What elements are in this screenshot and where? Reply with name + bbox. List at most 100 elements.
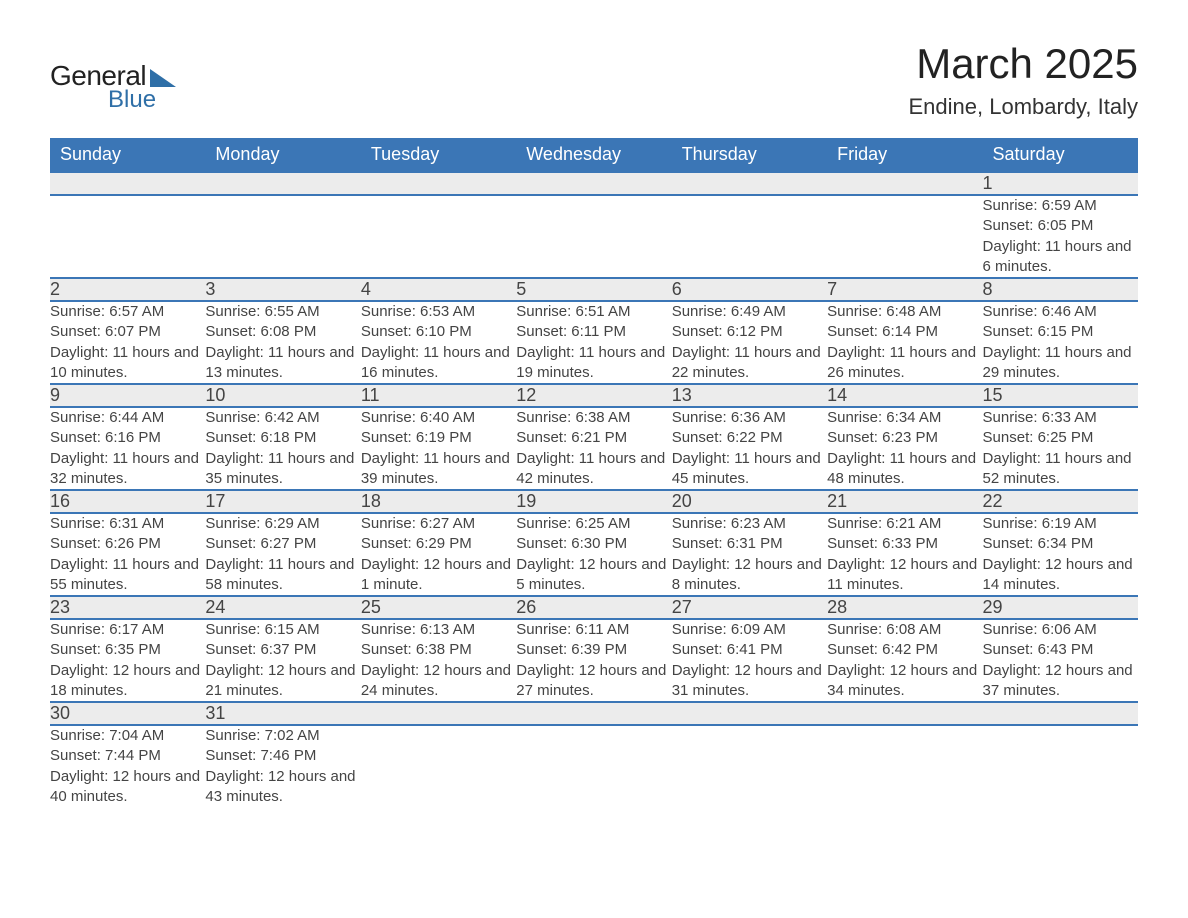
week-number-row: 2345678 [50, 278, 1138, 301]
sunset-text: Sunset: 6:15 PM [983, 322, 1138, 342]
sunset-text: Sunset: 6:21 PM [516, 428, 671, 448]
sunset-text: Sunset: 6:42 PM [827, 640, 982, 660]
empty-cell [827, 725, 982, 807]
daylight-text: Daylight: 11 hours and 32 minutes. [50, 449, 205, 490]
daylight-text: Daylight: 12 hours and 43 minutes. [205, 767, 360, 808]
sunset-text: Sunset: 6:05 PM [983, 216, 1138, 236]
dow-header: Friday [827, 138, 982, 172]
sunrise-text: Sunrise: 6:48 AM [827, 302, 982, 322]
daylight-text: Daylight: 12 hours and 24 minutes. [361, 661, 516, 702]
day-details: Sunrise: 6:29 AMSunset: 6:27 PMDaylight:… [205, 513, 360, 596]
day-number: 18 [361, 490, 516, 513]
day-number: 12 [516, 384, 671, 407]
sunset-text: Sunset: 6:30 PM [516, 534, 671, 554]
sunset-text: Sunset: 6:34 PM [983, 534, 1138, 554]
day-details: Sunrise: 6:21 AMSunset: 6:33 PMDaylight:… [827, 513, 982, 596]
week-number-row: 23242526272829 [50, 596, 1138, 619]
daylight-text: Daylight: 12 hours and 21 minutes. [205, 661, 360, 702]
daylight-text: Daylight: 12 hours and 1 minute. [361, 555, 516, 596]
sunrise-text: Sunrise: 6:15 AM [205, 620, 360, 640]
sunset-text: Sunset: 6:35 PM [50, 640, 205, 660]
daylight-text: Daylight: 11 hours and 29 minutes. [983, 343, 1138, 384]
empty-cell [205, 195, 360, 278]
sunset-text: Sunset: 6:16 PM [50, 428, 205, 448]
empty-cell [672, 702, 827, 725]
dow-header: Thursday [672, 138, 827, 172]
empty-cell [672, 725, 827, 807]
sunrise-text: Sunrise: 6:08 AM [827, 620, 982, 640]
daylight-text: Daylight: 11 hours and 58 minutes. [205, 555, 360, 596]
empty-cell [516, 725, 671, 807]
daylight-text: Daylight: 11 hours and 6 minutes. [983, 237, 1138, 278]
calendar-header: SundayMondayTuesdayWednesdayThursdayFrid… [50, 138, 1138, 172]
sunrise-text: Sunrise: 6:11 AM [516, 620, 671, 640]
sunrise-text: Sunrise: 6:21 AM [827, 514, 982, 534]
empty-cell [516, 702, 671, 725]
daylight-text: Daylight: 12 hours and 27 minutes. [516, 661, 671, 702]
day-details: Sunrise: 6:19 AMSunset: 6:34 PMDaylight:… [983, 513, 1138, 596]
title-block: March 2025 Endine, Lombardy, Italy [909, 40, 1139, 120]
day-details: Sunrise: 6:46 AMSunset: 6:15 PMDaylight:… [983, 301, 1138, 384]
day-number: 16 [50, 490, 205, 513]
daylight-text: Daylight: 12 hours and 40 minutes. [50, 767, 205, 808]
day-details: Sunrise: 6:44 AMSunset: 6:16 PMDaylight:… [50, 407, 205, 490]
sunset-text: Sunset: 6:41 PM [672, 640, 827, 660]
day-details: Sunrise: 6:36 AMSunset: 6:22 PMDaylight:… [672, 407, 827, 490]
sunset-text: Sunset: 6:37 PM [205, 640, 360, 660]
empty-cell [516, 195, 671, 278]
day-number: 5 [516, 278, 671, 301]
day-number: 3 [205, 278, 360, 301]
sunrise-text: Sunrise: 6:46 AM [983, 302, 1138, 322]
week-detail-row: Sunrise: 6:31 AMSunset: 6:26 PMDaylight:… [50, 513, 1138, 596]
header: General Blue March 2025 Endine, Lombardy… [50, 40, 1138, 120]
dow-header: Tuesday [361, 138, 516, 172]
day-details: Sunrise: 6:31 AMSunset: 6:26 PMDaylight:… [50, 513, 205, 596]
daylight-text: Daylight: 12 hours and 34 minutes. [827, 661, 982, 702]
empty-cell [983, 725, 1138, 807]
daylight-text: Daylight: 11 hours and 16 minutes. [361, 343, 516, 384]
week-detail-row: Sunrise: 6:17 AMSunset: 6:35 PMDaylight:… [50, 619, 1138, 702]
sunset-text: Sunset: 6:33 PM [827, 534, 982, 554]
day-details: Sunrise: 7:02 AMSunset: 7:46 PMDaylight:… [205, 725, 360, 807]
day-details: Sunrise: 6:48 AMSunset: 6:14 PMDaylight:… [827, 301, 982, 384]
day-number: 7 [827, 278, 982, 301]
dow-header: Wednesday [516, 138, 671, 172]
empty-cell [50, 195, 205, 278]
day-details: Sunrise: 6:25 AMSunset: 6:30 PMDaylight:… [516, 513, 671, 596]
day-details: Sunrise: 6:55 AMSunset: 6:08 PMDaylight:… [205, 301, 360, 384]
day-details: Sunrise: 6:23 AMSunset: 6:31 PMDaylight:… [672, 513, 827, 596]
sunrise-text: Sunrise: 6:34 AM [827, 408, 982, 428]
sunrise-text: Sunrise: 6:40 AM [361, 408, 516, 428]
day-number: 4 [361, 278, 516, 301]
sunrise-text: Sunrise: 6:33 AM [983, 408, 1138, 428]
sunrise-text: Sunrise: 6:17 AM [50, 620, 205, 640]
day-details: Sunrise: 6:33 AMSunset: 6:25 PMDaylight:… [983, 407, 1138, 490]
daylight-text: Daylight: 11 hours and 48 minutes. [827, 449, 982, 490]
sunset-text: Sunset: 6:07 PM [50, 322, 205, 342]
empty-cell [361, 172, 516, 195]
day-details: Sunrise: 6:09 AMSunset: 6:41 PMDaylight:… [672, 619, 827, 702]
sunrise-text: Sunrise: 6:06 AM [983, 620, 1138, 640]
empty-cell [361, 195, 516, 278]
week-detail-row: Sunrise: 6:57 AMSunset: 6:07 PMDaylight:… [50, 301, 1138, 384]
sunrise-text: Sunrise: 6:38 AM [516, 408, 671, 428]
day-details: Sunrise: 6:06 AMSunset: 6:43 PMDaylight:… [983, 619, 1138, 702]
day-details: Sunrise: 6:57 AMSunset: 6:07 PMDaylight:… [50, 301, 205, 384]
day-number: 29 [983, 596, 1138, 619]
week-detail-row: Sunrise: 7:04 AMSunset: 7:44 PMDaylight:… [50, 725, 1138, 807]
sunset-text: Sunset: 6:18 PM [205, 428, 360, 448]
empty-cell [827, 702, 982, 725]
week-detail-row: Sunrise: 6:44 AMSunset: 6:16 PMDaylight:… [50, 407, 1138, 490]
sunrise-text: Sunrise: 7:02 AM [205, 726, 360, 746]
sunset-text: Sunset: 6:43 PM [983, 640, 1138, 660]
empty-cell [827, 195, 982, 278]
logo-text-blue: Blue [108, 86, 156, 114]
day-details: Sunrise: 7:04 AMSunset: 7:44 PMDaylight:… [50, 725, 205, 807]
week-number-row: 9101112131415 [50, 384, 1138, 407]
empty-cell [672, 172, 827, 195]
empty-cell [672, 195, 827, 278]
daylight-text: Daylight: 11 hours and 26 minutes. [827, 343, 982, 384]
sunrise-text: Sunrise: 6:31 AM [50, 514, 205, 534]
sunset-text: Sunset: 6:08 PM [205, 322, 360, 342]
empty-cell [361, 702, 516, 725]
